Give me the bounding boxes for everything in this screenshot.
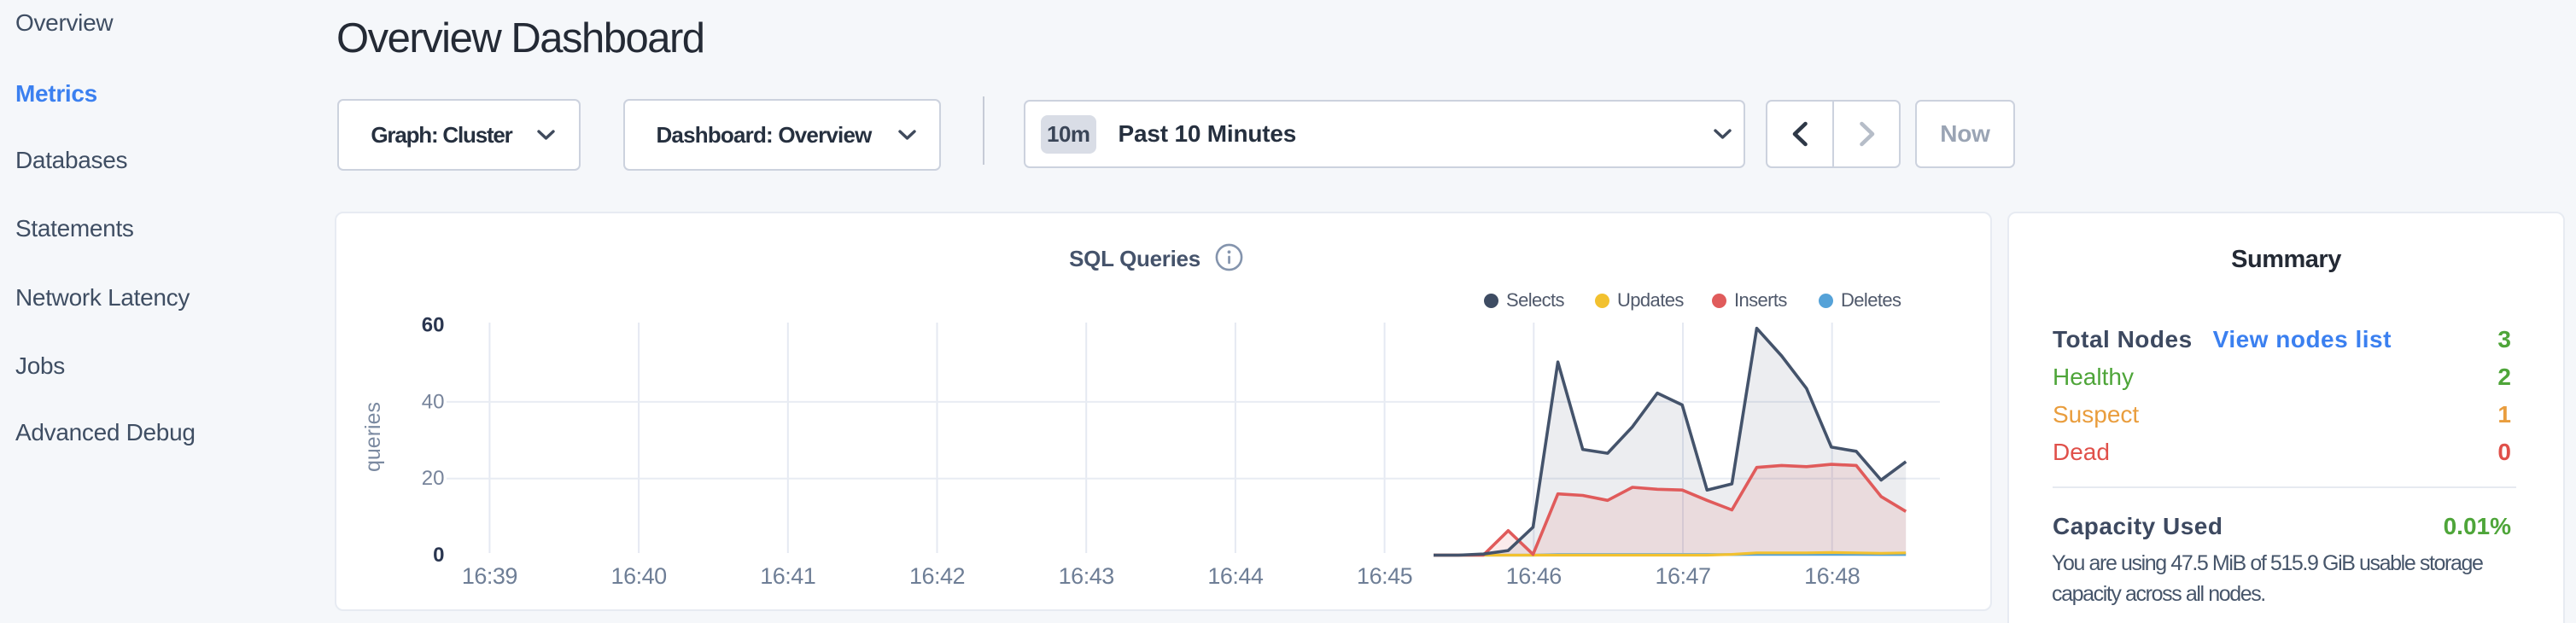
- svg-text:16:47: 16:47: [1655, 563, 1710, 589]
- svg-text:0: 0: [433, 544, 444, 567]
- svg-text:40: 40: [422, 390, 445, 413]
- svg-text:20: 20: [422, 467, 445, 490]
- svg-text:16:43: 16:43: [1059, 563, 1114, 589]
- svg-text:16:45: 16:45: [1357, 563, 1412, 589]
- svg-text:16:42: 16:42: [909, 563, 965, 589]
- svg-text:16:40: 16:40: [611, 563, 667, 589]
- svg-text:16:41: 16:41: [760, 563, 815, 589]
- svg-text:16:48: 16:48: [1804, 563, 1860, 589]
- svg-text:queries: queries: [361, 402, 385, 472]
- svg-text:16:46: 16:46: [1506, 563, 1562, 589]
- svg-text:16:39: 16:39: [462, 563, 517, 589]
- svg-text:60: 60: [422, 314, 445, 337]
- svg-text:16:44: 16:44: [1207, 563, 1264, 589]
